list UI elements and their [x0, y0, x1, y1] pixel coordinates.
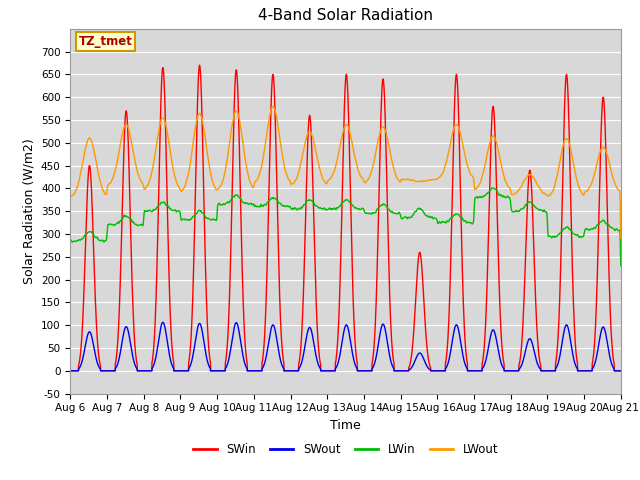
Line: SWin: SWin	[70, 65, 621, 371]
LWout	[438, 170, 446, 176]
SWout	[438, 368, 446, 374]
SWout	[67, 368, 74, 374]
SWout	[616, 368, 624, 374]
SWin	[325, 368, 333, 374]
LWout	[500, 174, 508, 180]
LWout	[469, 174, 477, 180]
SWin	[500, 368, 508, 374]
SWin	[166, 282, 173, 288]
Line: LWin: LWin	[70, 188, 621, 266]
LWin	[438, 219, 446, 225]
SWout	[166, 352, 173, 358]
LWout	[617, 235, 625, 241]
LWin	[67, 237, 74, 243]
SWin	[469, 368, 477, 374]
LWin	[325, 205, 333, 211]
Text: TZ_tmet: TZ_tmet	[79, 35, 132, 48]
LWout	[67, 193, 74, 199]
SWin	[438, 368, 446, 374]
Title: 4-Band Solar Radiation: 4-Band Solar Radiation	[258, 9, 433, 24]
LWout	[325, 177, 333, 182]
SWout	[159, 319, 167, 325]
SWin	[67, 368, 74, 374]
Line: LWout: LWout	[70, 107, 621, 238]
LWin	[616, 234, 624, 240]
LWout	[269, 104, 277, 109]
SWout	[500, 368, 508, 374]
SWout	[469, 368, 477, 374]
LWin	[488, 185, 496, 191]
LWin	[617, 263, 625, 269]
SWin	[196, 62, 204, 68]
LWout	[166, 143, 173, 148]
Legend: SWin, SWout, LWin, LWout: SWin, SWout, LWin, LWout	[188, 438, 503, 461]
SWout	[325, 368, 333, 374]
SWin	[616, 368, 624, 374]
LWin	[166, 205, 173, 211]
SWin	[617, 368, 625, 374]
LWin	[469, 220, 477, 226]
LWin	[500, 194, 508, 200]
Line: SWout: SWout	[70, 322, 621, 371]
SWout	[617, 368, 625, 374]
LWout	[616, 198, 624, 204]
Y-axis label: Solar Radiation (W/m2): Solar Radiation (W/m2)	[22, 138, 35, 284]
X-axis label: Time: Time	[330, 419, 361, 432]
